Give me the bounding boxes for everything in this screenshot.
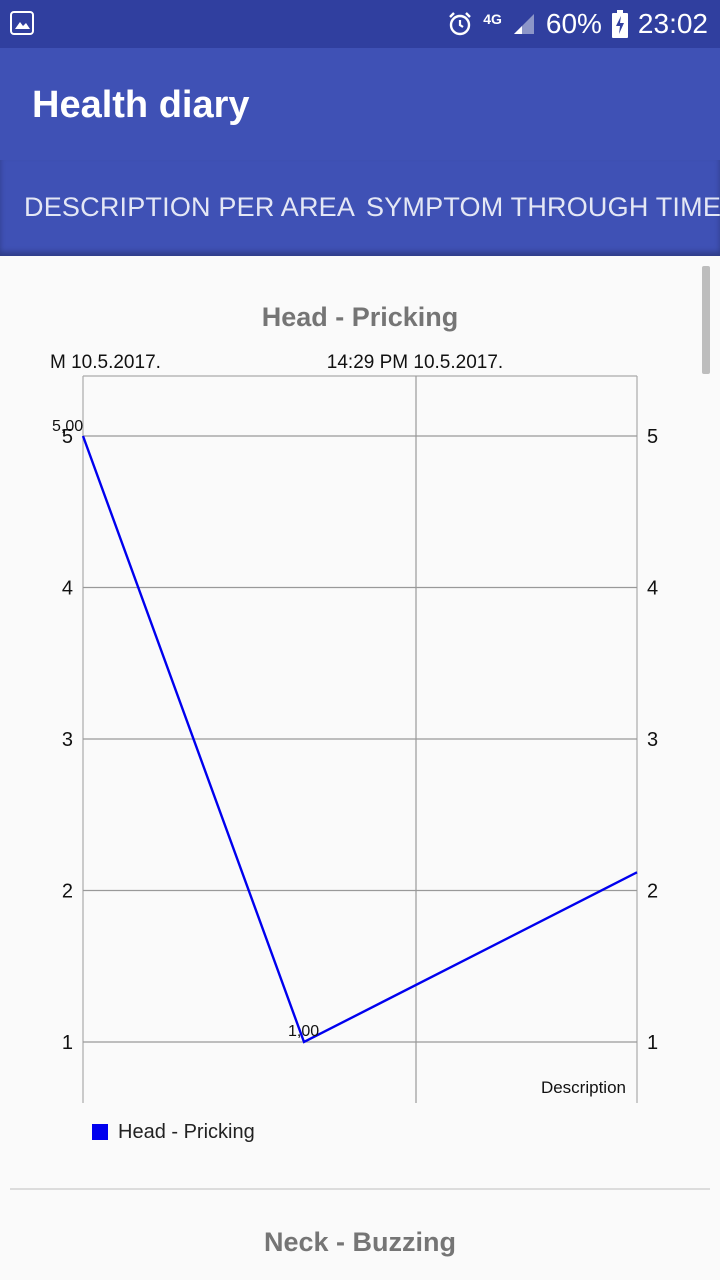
status-bar: 4G 60% 23:02 [0,0,720,48]
tab-symptom-through-time[interactable]: SYMPTOM THROUGH TIME [366,192,720,222]
battery-percentage: 60% [545,8,602,39]
y-tick-label-left: 5 [62,426,73,448]
x-tick-label: M 10.5.2017. [50,352,161,373]
y-tick-label-right: 4 [647,578,658,600]
app-title: Health diary [32,84,250,126]
y-tick-label-right: 2 [647,881,658,903]
battery-charging-icon [611,10,628,38]
tab-bar: DESCRIPTION PER AREA SYMPTOM THROUGH TIM… [0,160,720,256]
series-line-head-pricking [81,435,638,1044]
chart-corner-label: Description [541,1078,626,1097]
y-tick-label-left: 3 [62,729,73,751]
clock: 23:02 [637,8,708,39]
gallery-notification-icon [10,11,34,35]
legend-label: Head - Pricking [118,1120,255,1143]
scrollbar[interactable] [702,266,710,374]
y-tick-label-left: 1 [62,1032,73,1054]
legend-swatch [92,1124,108,1140]
y-tick-label-right: 3 [647,729,658,751]
signal-icon [513,14,534,34]
app-bar: Health diary [0,48,720,160]
y-tick-label-left: 4 [62,578,73,600]
data-point-label: 5,00 [52,418,83,435]
chart-legend: Head - Pricking [92,1120,255,1144]
chart-title-neck-buzzing: Neck - Buzzing [263,1227,457,1257]
y-tick-label-right: 1 [647,1032,658,1054]
chart-title-head-pricking: Head - Pricking [261,302,459,332]
symptom-line-chart: 1 1 2 2 3 3 4 4 5 5 M 10.5.2017. 14:29 PM 10.5.2017… [50,352,658,1103]
status-indicators: 4G 60% 23:02 [447,0,708,48]
chart-divider [10,1188,710,1190]
y-tick-label-left: 2 [62,881,73,903]
network-type-label: 4G [483,11,502,27]
x-tick-label: 14:29 PM 10.5.2017. [327,352,503,373]
y-tick-label-right: 5 [647,426,658,448]
tab-description-per-area[interactable]: DESCRIPTION PER AREA [24,192,356,222]
alarm-icon [449,12,472,36]
data-point-label: 1,00 [288,1023,319,1040]
